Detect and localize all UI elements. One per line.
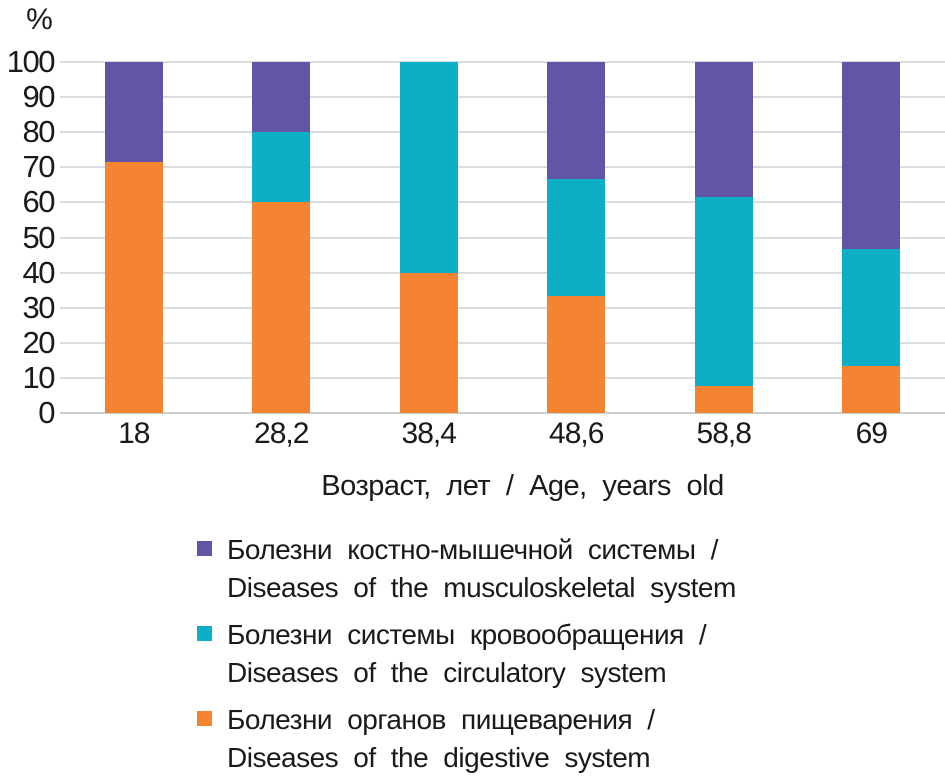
legend-marker-square bbox=[197, 541, 212, 556]
legend-label-line1: Болезни костно-мышечной системы / bbox=[227, 534, 718, 565]
bar-segment bbox=[399, 62, 458, 273]
chart-legend: Болезни костно-мышечной системы / Disease… bbox=[197, 531, 736, 779]
legend-label: Болезни органов пищеварения / Diseases of… bbox=[227, 701, 655, 777]
plot-area bbox=[60, 61, 945, 414]
legend-label-line1: Болезни системы кровообращения / bbox=[227, 619, 707, 650]
bar-stack-28,2 bbox=[252, 62, 311, 413]
y-tick-label-0: 0 bbox=[38, 395, 55, 430]
x-tick-label-48,6: 48,6 bbox=[549, 417, 604, 450]
bar-segment bbox=[104, 62, 163, 163]
legend-marker-square bbox=[197, 626, 212, 641]
y-tick-label-20: 20 bbox=[22, 324, 56, 360]
y-tick-label-100: 100 bbox=[6, 44, 56, 79]
x-tick-label-69: 69 bbox=[855, 417, 888, 450]
gridline-60 bbox=[60, 201, 945, 204]
legend-label-line2: Diseases of the circulatory system bbox=[227, 657, 667, 688]
legend-item: Болезни системы кровообращения / Diseases… bbox=[197, 616, 736, 692]
bar-segment bbox=[252, 62, 311, 133]
x-tick-label-38,4: 38,4 bbox=[401, 417, 457, 450]
x-axis-tick-labels: 18 28,2 38,4 48,6 58,8 69 bbox=[60, 417, 945, 453]
bar-segment bbox=[842, 249, 901, 367]
gridline-70 bbox=[60, 166, 945, 169]
legend-label-line2: Diseases of the digestive system bbox=[227, 742, 651, 773]
legend-label: Болезни костно-мышечной системы / Disease… bbox=[227, 531, 736, 607]
y-tick-label-90: 90 bbox=[22, 79, 56, 115]
bar-segment bbox=[252, 132, 311, 203]
bar-segment bbox=[399, 272, 458, 413]
bar-segment bbox=[842, 366, 901, 413]
bar-stack-18 bbox=[104, 62, 163, 413]
bar-stack-38,4 bbox=[399, 62, 458, 413]
bar-segment bbox=[694, 197, 753, 386]
bar-segment bbox=[547, 296, 606, 413]
bar-segment bbox=[547, 62, 606, 180]
x-tick-label-18: 18 bbox=[118, 417, 150, 450]
bar-segment bbox=[104, 162, 163, 413]
y-tick-label-50: 50 bbox=[22, 219, 56, 255]
legend-label-line2: Diseases of the musculoskeletal system bbox=[227, 572, 736, 603]
y-tick-label-80: 80 bbox=[22, 114, 56, 150]
legend-item: Болезни органов пищеварения / Diseases of… bbox=[197, 701, 736, 777]
gridline-20 bbox=[60, 341, 945, 344]
x-axis-title: Возраст, лет / Age, years old bbox=[321, 470, 724, 502]
gridline-50 bbox=[60, 236, 945, 239]
legend-label: Болезни системы кровообращения / Diseases… bbox=[227, 616, 707, 692]
x-tick-label-28,2: 28,2 bbox=[254, 417, 309, 450]
gridline-0 bbox=[60, 412, 945, 414]
gridline-90 bbox=[60, 96, 945, 99]
legend-item: Болезни костно-мышечной системы / Disease… bbox=[197, 531, 736, 607]
gridline-10 bbox=[60, 376, 945, 379]
bar-segment bbox=[694, 385, 753, 413]
bar-segment bbox=[547, 179, 606, 297]
y-axis: 0 10 20 30 40 50 60 70 80 90 100 bbox=[0, 45, 56, 430]
gridline-80 bbox=[60, 131, 945, 134]
y-tick-label-60: 60 bbox=[22, 184, 56, 220]
gridline-30 bbox=[60, 306, 945, 309]
bar-segment bbox=[694, 62, 753, 198]
legend-marker-square bbox=[197, 711, 212, 726]
y-tick-label-70: 70 bbox=[22, 149, 56, 185]
gridline-100 bbox=[60, 61, 945, 63]
y-tick-label-40: 40 bbox=[22, 254, 56, 290]
bar-stack-48,6 bbox=[547, 62, 606, 413]
bar-stack-69 bbox=[842, 62, 901, 413]
gridline-40 bbox=[60, 271, 945, 274]
bar-stack-58,8 bbox=[694, 62, 753, 413]
bar-segment bbox=[252, 202, 311, 413]
y-tick-label-30: 30 bbox=[22, 289, 56, 325]
y-tick-label-10: 10 bbox=[22, 359, 56, 395]
y-axis-unit-label: % bbox=[26, 3, 53, 36]
legend-label-line1: Болезни органов пищеварения / bbox=[227, 704, 655, 735]
bar-segment bbox=[842, 62, 901, 250]
x-tick-label-58,8: 58,8 bbox=[696, 417, 752, 450]
